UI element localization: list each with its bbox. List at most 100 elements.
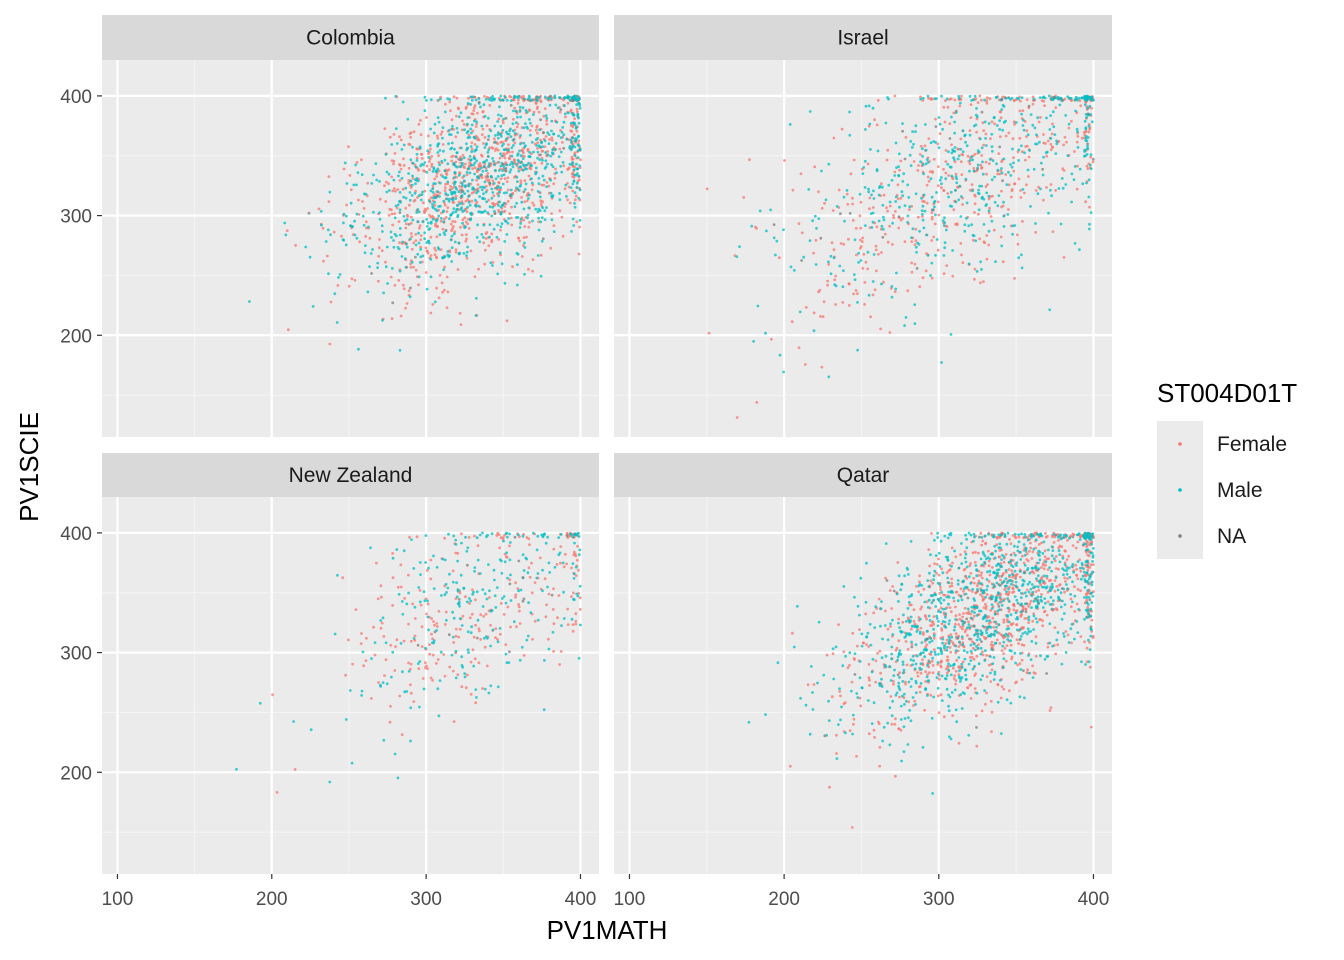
data-point-male xyxy=(509,188,513,192)
data-point-male xyxy=(425,217,428,221)
data-point-female xyxy=(479,613,483,617)
data-point-male xyxy=(1022,128,1026,132)
data-point-female xyxy=(509,625,512,629)
data-point-female xyxy=(544,135,548,138)
data-point-female xyxy=(513,106,517,110)
data-point-male xyxy=(411,161,415,165)
data-point-female xyxy=(1032,571,1036,575)
data-point-female xyxy=(932,636,936,640)
data-point-female xyxy=(971,238,975,242)
data-point-female xyxy=(858,696,862,700)
data-point-female xyxy=(930,239,934,242)
data-point-male xyxy=(471,186,475,190)
data-point-na xyxy=(571,98,575,102)
data-point-female xyxy=(1090,609,1093,613)
data-point-female xyxy=(402,639,406,643)
data-point-female xyxy=(491,179,495,183)
data-point-male xyxy=(487,116,490,120)
data-point-male xyxy=(479,173,483,177)
data-point-male xyxy=(931,208,935,212)
data-point-male xyxy=(446,162,450,166)
data-point-male xyxy=(959,215,963,218)
data-point-female xyxy=(472,635,476,639)
data-point-female xyxy=(1043,549,1047,553)
data-point-male xyxy=(1082,570,1086,574)
data-point-na xyxy=(307,211,311,215)
data-point-female xyxy=(973,211,976,214)
data-point-male xyxy=(930,639,934,643)
data-point-male xyxy=(478,533,482,537)
data-point-male xyxy=(976,163,980,167)
data-point-female xyxy=(508,212,512,216)
data-point-male xyxy=(502,117,506,121)
data-point-male xyxy=(998,679,1002,682)
data-point-male xyxy=(553,565,557,569)
data-point-female xyxy=(450,155,453,159)
data-point-female xyxy=(499,228,502,232)
data-point-male xyxy=(460,624,464,627)
data-point-female xyxy=(450,187,454,191)
data-point-male xyxy=(563,96,566,100)
data-point-female xyxy=(896,197,900,201)
data-point-female xyxy=(934,117,937,121)
data-point-male xyxy=(427,228,431,231)
data-point-male xyxy=(401,670,404,674)
data-point-male xyxy=(337,276,340,279)
data-point-female xyxy=(446,290,450,294)
data-point-male xyxy=(1055,139,1058,143)
data-point-female xyxy=(518,609,521,613)
data-point-female xyxy=(561,141,564,144)
data-point-female xyxy=(1032,612,1036,616)
data-point-female xyxy=(418,589,422,592)
data-point-female xyxy=(952,666,955,670)
data-point-female xyxy=(1031,95,1035,99)
data-point-male xyxy=(342,212,346,216)
data-point-female xyxy=(466,198,469,202)
data-point-male xyxy=(463,675,467,679)
data-point-male xyxy=(964,140,967,144)
data-point-female xyxy=(1042,141,1046,145)
data-point-female xyxy=(985,654,988,657)
data-point-female xyxy=(526,147,530,151)
data-point-female xyxy=(575,107,579,111)
data-point-female xyxy=(1004,173,1008,176)
data-point-female xyxy=(504,643,508,646)
data-point-male xyxy=(983,534,987,538)
data-point-female xyxy=(892,213,895,217)
data-point-female xyxy=(448,100,451,104)
data-point-male xyxy=(402,195,406,199)
data-point-na xyxy=(391,301,395,305)
data-point-female xyxy=(1010,569,1014,573)
data-point-male xyxy=(420,193,424,197)
data-point-female xyxy=(1013,277,1016,280)
data-point-male xyxy=(1002,200,1005,204)
data-point-male xyxy=(538,128,541,132)
data-point-female xyxy=(341,576,345,580)
data-point-male xyxy=(521,168,525,172)
data-point-male xyxy=(382,738,386,742)
data-point-female xyxy=(549,246,553,250)
data-point-female xyxy=(447,168,451,172)
data-point-female xyxy=(959,587,963,591)
data-point-female xyxy=(954,614,958,618)
data-point-female xyxy=(1033,531,1037,535)
data-point-female xyxy=(886,240,890,244)
data-point-female xyxy=(936,248,940,252)
data-point-female xyxy=(1039,116,1042,119)
data-point-male xyxy=(772,236,776,240)
data-point-female xyxy=(464,107,468,110)
data-point-male xyxy=(426,149,429,153)
data-point-female xyxy=(494,627,498,631)
data-point-male xyxy=(1083,95,1086,98)
data-point-male xyxy=(1000,558,1003,561)
data-point-male xyxy=(524,122,527,125)
data-point-female xyxy=(457,635,461,639)
data-point-male xyxy=(888,706,892,710)
data-point-male xyxy=(901,680,905,683)
data-point-male xyxy=(426,221,430,225)
data-point-male xyxy=(526,127,529,130)
data-point-male xyxy=(926,94,930,98)
data-point-male xyxy=(827,162,831,166)
data-point-male xyxy=(992,116,996,120)
data-point-female xyxy=(384,260,387,264)
